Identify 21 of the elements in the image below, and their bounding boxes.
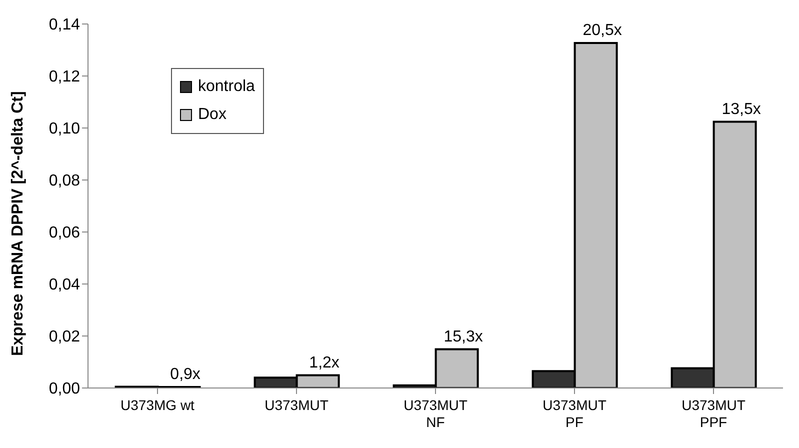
y-tick-label: 0,02 xyxy=(48,328,80,346)
y-tick-label: 0,10 xyxy=(48,120,80,138)
y-tick-label: 0,06 xyxy=(48,224,80,242)
x-tick-label: U373MUT PF xyxy=(542,397,607,430)
y-tick-label: 0,00 xyxy=(48,380,80,398)
annotation: 13,5x xyxy=(722,100,761,118)
y-tick-label: 0,08 xyxy=(48,172,80,190)
x-tick-label: U373MUT PPF xyxy=(682,397,746,430)
annotation: 15,3x xyxy=(444,328,483,346)
y-tick-label: 0,12 xyxy=(48,68,80,86)
annotation: 0,9x xyxy=(170,366,200,383)
x-tick-label: U373MG wt xyxy=(120,397,195,413)
y-axis-title: Exprese mRNA DPPIV [2^-delta Ct] xyxy=(10,91,27,356)
annotation: 20,5x xyxy=(582,22,622,39)
annotation: 1,2x xyxy=(309,354,340,372)
x-tick-label: U373MUT NF xyxy=(404,397,468,430)
y-tick-label: 0,04 xyxy=(48,276,80,294)
legend-label: Dox xyxy=(198,105,226,125)
y-tick-label: 0,14 xyxy=(48,16,80,34)
legend-label: kontrola xyxy=(198,77,255,97)
x-tick-label: U373MUT xyxy=(264,397,329,413)
